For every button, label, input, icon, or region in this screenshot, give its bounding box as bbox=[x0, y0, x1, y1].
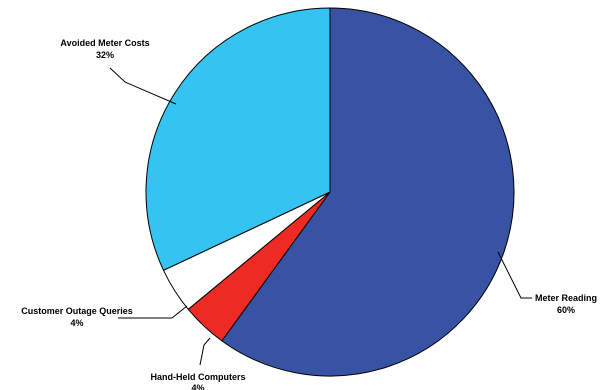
slice-label-avoided-meter-costs: Avoided Meter Costs 32% bbox=[60, 38, 149, 60]
slice-label-hand-held-computers: Hand-Held Computers 4% bbox=[150, 372, 245, 390]
slice-name: Hand-Held Computers bbox=[150, 372, 245, 382]
slice-name: Meter Reading bbox=[535, 293, 597, 303]
slice-name: Avoided Meter Costs bbox=[60, 38, 149, 48]
slice-label-customer-outage-queries: Customer Outage Queries 4% bbox=[21, 306, 133, 328]
pie-slices bbox=[145, 7, 515, 377]
slice-percent: 4% bbox=[70, 318, 83, 328]
slice-percent: 4% bbox=[191, 383, 204, 390]
leader-hand-held-computers bbox=[199, 337, 211, 366]
leader-avoided-meter-costs bbox=[109, 67, 177, 105]
slice-percent: 60% bbox=[557, 305, 575, 315]
pie-slice-meter-reading bbox=[221, 7, 515, 377]
slice-percent: 32% bbox=[96, 50, 114, 60]
leader-meter-reading bbox=[497, 251, 532, 299]
slice-name: Customer Outage Queries bbox=[21, 306, 133, 316]
pie-slice-avoided-meter-costs bbox=[145, 7, 331, 272]
slice-label-meter-reading: Meter Reading 60% bbox=[535, 293, 597, 315]
leader-customer-outage-queries bbox=[118, 305, 188, 319]
